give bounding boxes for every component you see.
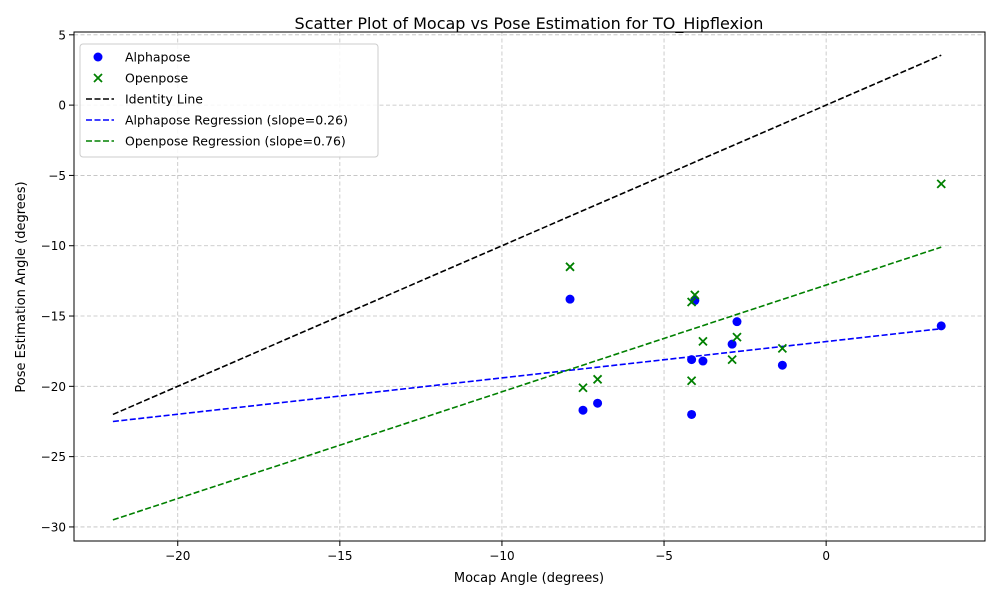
marker-stroke bbox=[565, 262, 575, 272]
x-tick-label: −20 bbox=[165, 549, 190, 563]
y-tick-label: −25 bbox=[41, 450, 66, 464]
marker-stroke bbox=[732, 332, 742, 342]
data-point-openpose bbox=[565, 262, 575, 272]
x-axis-label: Mocap Angle (degrees) bbox=[454, 571, 604, 586]
legend-item: Alphapose bbox=[93, 50, 191, 65]
marker-stroke bbox=[686, 376, 697, 386]
plot-frame bbox=[73, 31, 986, 542]
marker-stroke bbox=[592, 374, 603, 384]
data-point-alphapose bbox=[777, 360, 787, 370]
legend-marker bbox=[93, 52, 103, 62]
data-point-alphapose bbox=[727, 339, 737, 349]
y-tick-label: −10 bbox=[41, 239, 66, 253]
data-point-alphapose bbox=[936, 321, 946, 331]
data-point-alphapose bbox=[698, 356, 708, 366]
series-line bbox=[112, 246, 942, 521]
data-point-alphapose bbox=[565, 294, 575, 304]
legend-item: Openpose Regression (slope=0.76) bbox=[86, 134, 346, 149]
legend-item: Alphapose Regression (slope=0.26) bbox=[86, 113, 348, 128]
axis-ticks: −20 −15 −10 −5 0 −30 −25 −20 −15 −10 −5 0 5 bbox=[41, 28, 830, 563]
grid bbox=[74, 32, 985, 541]
y-tick-label: −20 bbox=[41, 380, 66, 394]
marker-stroke bbox=[690, 290, 700, 300]
legend-label: Alphapose Regression (slope=0.26) bbox=[125, 113, 348, 128]
y-axis-label: Pose Estimation Angle (degrees) bbox=[14, 181, 29, 392]
x-tick-label: −10 bbox=[489, 549, 514, 563]
y-tick-label: 0 bbox=[58, 99, 66, 113]
series-lines bbox=[112, 54, 942, 521]
y-tick-label: −30 bbox=[41, 520, 66, 534]
data-point-alphapose bbox=[593, 398, 603, 408]
marker-stroke bbox=[686, 297, 697, 307]
series-points bbox=[565, 179, 946, 419]
legend-box bbox=[79, 43, 379, 158]
marker-stroke bbox=[727, 354, 737, 365]
series-line bbox=[112, 327, 942, 423]
data-point-alphapose bbox=[578, 405, 588, 415]
legend-label: Openpose Regression (slope=0.76) bbox=[125, 134, 346, 149]
data-point-openpose bbox=[690, 290, 700, 300]
x-tick-label: −5 bbox=[655, 549, 673, 563]
data-point-openpose bbox=[936, 179, 946, 189]
data-point-alphapose bbox=[687, 409, 697, 419]
legend-label: Openpose bbox=[125, 71, 188, 86]
marker-stroke bbox=[777, 343, 788, 354]
y-tick-label: 5 bbox=[58, 28, 66, 42]
legend-label: Identity Line bbox=[125, 92, 203, 107]
series-line bbox=[112, 54, 942, 416]
data-point-alphapose bbox=[687, 355, 697, 365]
marker-stroke bbox=[578, 383, 588, 393]
legend-label: Alphapose bbox=[125, 50, 191, 65]
data-point-openpose bbox=[727, 354, 737, 365]
legend-marker bbox=[93, 73, 103, 83]
x-tick-label: −15 bbox=[327, 549, 352, 563]
chart-title: Scatter Plot of Mocap vs Pose Estimation… bbox=[295, 14, 764, 34]
y-tick-label: −5 bbox=[48, 169, 66, 183]
legend: Alphapose Openpose Identity Line Alphapose … bbox=[79, 43, 379, 158]
data-point-alphapose bbox=[732, 317, 742, 327]
legend-item: Identity Line bbox=[86, 92, 203, 107]
data-point-openpose bbox=[777, 343, 788, 354]
legend-item: Openpose bbox=[93, 71, 188, 86]
data-point-openpose bbox=[686, 297, 697, 307]
x-tick-label: 0 bbox=[822, 549, 830, 563]
data-point-openpose bbox=[732, 332, 742, 342]
data-point-openpose bbox=[592, 374, 603, 384]
marker-stroke bbox=[936, 179, 946, 189]
marker-stroke bbox=[698, 336, 708, 346]
y-tick-label: −15 bbox=[41, 310, 66, 324]
data-point-openpose bbox=[698, 336, 708, 346]
data-point-openpose bbox=[686, 376, 697, 386]
data-point-openpose bbox=[578, 383, 588, 393]
